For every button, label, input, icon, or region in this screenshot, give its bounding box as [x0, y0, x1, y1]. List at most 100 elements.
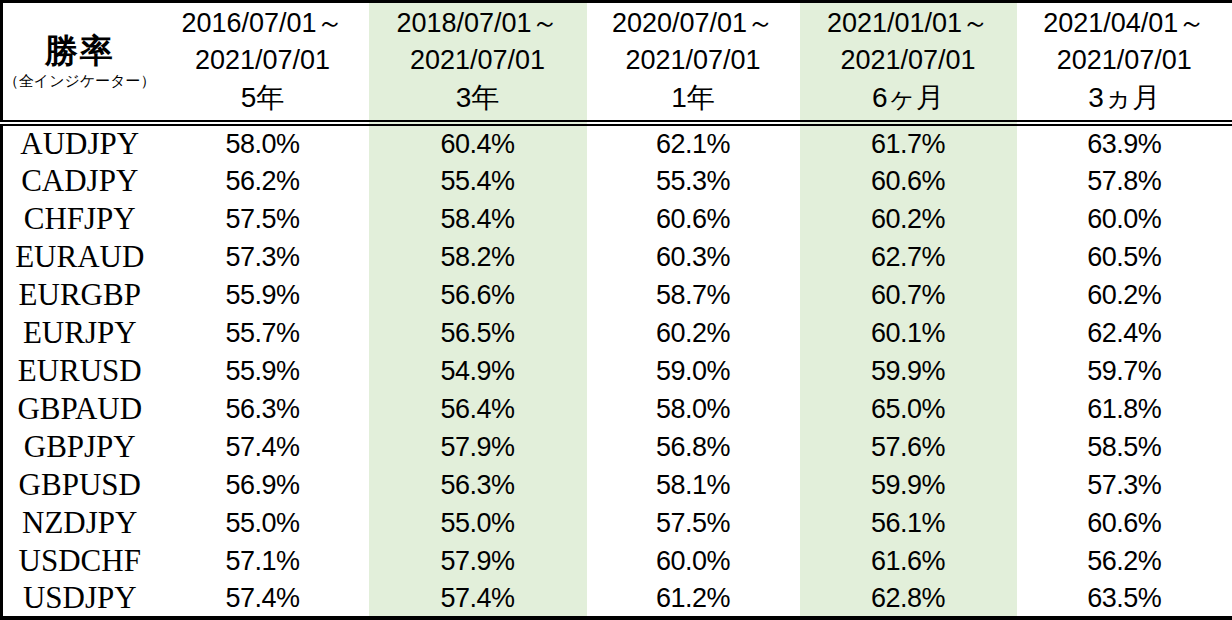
- column-header-1y: 2020/07/01～ 2021/07/01 1年: [587, 2, 800, 124]
- period-end: 2021/07/01: [1017, 42, 1232, 79]
- currency-pair-label: GBPJPY: [2, 428, 157, 466]
- win-rate-cell: 56.8%: [587, 428, 800, 466]
- win-rate-cell: 57.3%: [1017, 466, 1232, 504]
- win-rate-cell: 58.0%: [157, 123, 369, 162]
- currency-pair-label: NZDJPY: [2, 504, 157, 542]
- period-end: 2021/07/01: [369, 42, 587, 79]
- table-row: AUDJPY58.0%60.4%62.1%61.7%63.9%: [2, 123, 1232, 162]
- currency-pair-label: USDJPY: [2, 580, 157, 618]
- duration-label: 6ヶ月: [800, 79, 1017, 116]
- win-rate-cell: 62.1%: [587, 123, 800, 162]
- table-row: EURGBP55.9%56.6%58.7%60.7%60.2%: [2, 276, 1232, 314]
- win-rate-cell: 62.7%: [800, 238, 1017, 276]
- win-rate-cell: 58.1%: [587, 466, 800, 504]
- duration-label: 3ヵ月: [1017, 79, 1232, 116]
- table-subtitle: （全インジケーター）: [3, 71, 157, 91]
- currency-pair-label: CHFJPY: [2, 200, 157, 238]
- win-rate-cell: 61.8%: [1017, 390, 1232, 428]
- win-rate-table: 勝率 （全インジケーター） 2016/07/01～ 2021/07/01 5年 …: [0, 0, 1232, 620]
- win-rate-cell: 56.3%: [157, 390, 369, 428]
- win-rate-cell: 63.9%: [1017, 123, 1232, 162]
- duration-label: 3年: [369, 79, 587, 116]
- win-rate-cell: 60.2%: [587, 314, 800, 352]
- currency-pair-label: EURJPY: [2, 314, 157, 352]
- win-rate-cell: 56.6%: [369, 276, 587, 314]
- win-rate-cell: 55.0%: [157, 504, 369, 542]
- win-rate-cell: 55.9%: [157, 276, 369, 314]
- win-rate-cell: 57.4%: [157, 428, 369, 466]
- win-rate-cell: 55.0%: [369, 504, 587, 542]
- period-start: 2021/04/01～: [1017, 5, 1232, 42]
- win-rate-cell: 57.9%: [369, 428, 587, 466]
- column-header-3m: 2021/04/01～ 2021/07/01 3ヵ月: [1017, 2, 1232, 124]
- win-rate-cell: 60.2%: [1017, 276, 1232, 314]
- win-rate-cell: 65.0%: [800, 390, 1017, 428]
- win-rate-cell: 59.7%: [1017, 352, 1232, 390]
- column-header-5y: 2016/07/01～ 2021/07/01 5年: [157, 2, 369, 124]
- win-rate-cell: 57.3%: [157, 238, 369, 276]
- currency-pair-label: AUDJPY: [2, 123, 157, 162]
- win-rate-cell: 60.0%: [587, 542, 800, 580]
- win-rate-cell: 55.9%: [157, 352, 369, 390]
- table-body: AUDJPY58.0%60.4%62.1%61.7%63.9%CADJPY56.…: [2, 123, 1232, 618]
- win-rate-cell: 57.5%: [157, 200, 369, 238]
- win-rate-cell: 57.5%: [587, 504, 800, 542]
- win-rate-cell: 57.9%: [369, 542, 587, 580]
- win-rate-cell: 59.9%: [800, 352, 1017, 390]
- table-row: GBPJPY57.4%57.9%56.8%57.6%58.5%: [2, 428, 1232, 466]
- currency-pair-label: USDCHF: [2, 542, 157, 580]
- win-rate-cell: 57.4%: [157, 580, 369, 618]
- column-header-3y: 2018/07/01～ 2021/07/01 3年: [369, 2, 587, 124]
- win-rate-cell: 57.1%: [157, 542, 369, 580]
- win-rate-cell: 56.9%: [157, 466, 369, 504]
- win-rate-cell: 63.5%: [1017, 580, 1232, 618]
- win-rate-cell: 56.5%: [369, 314, 587, 352]
- win-rate-cell: 56.1%: [800, 504, 1017, 542]
- win-rate-cell: 60.5%: [1017, 238, 1232, 276]
- period-start: 2021/01/01～: [800, 5, 1017, 42]
- duration-label: 5年: [157, 79, 369, 116]
- win-rate-cell: 59.0%: [587, 352, 800, 390]
- win-rate-cell: 56.2%: [157, 162, 369, 200]
- win-rate-cell: 62.4%: [1017, 314, 1232, 352]
- win-rate-cell: 56.4%: [369, 390, 587, 428]
- win-rate-cell: 60.4%: [369, 123, 587, 162]
- win-rate-cell: 58.4%: [369, 200, 587, 238]
- table-row: GBPUSD56.9%56.3%58.1%59.9%57.3%: [2, 466, 1232, 504]
- win-rate-cell: 62.8%: [800, 580, 1017, 618]
- win-rate-cell: 59.9%: [800, 466, 1017, 504]
- win-rate-cell: 58.5%: [1017, 428, 1232, 466]
- win-rate-cell: 57.8%: [1017, 162, 1232, 200]
- currency-pair-label: EURUSD: [2, 352, 157, 390]
- win-rate-cell: 58.7%: [587, 276, 800, 314]
- win-rate-cell: 60.6%: [1017, 504, 1232, 542]
- win-rate-cell: 55.7%: [157, 314, 369, 352]
- win-rate-cell: 61.6%: [800, 542, 1017, 580]
- win-rate-cell: 55.3%: [587, 162, 800, 200]
- table-title-cell: 勝率 （全インジケーター）: [2, 2, 157, 124]
- win-rate-cell: 60.6%: [587, 200, 800, 238]
- header-row: 勝率 （全インジケーター） 2016/07/01～ 2021/07/01 5年 …: [2, 2, 1232, 124]
- period-end: 2021/07/01: [157, 42, 369, 79]
- win-rate-cell: 57.4%: [369, 580, 587, 618]
- period-end: 2021/07/01: [587, 42, 800, 79]
- win-rate-cell: 55.4%: [369, 162, 587, 200]
- win-rate-cell: 60.6%: [800, 162, 1017, 200]
- win-rate-cell: 60.0%: [1017, 200, 1232, 238]
- table-row: GBPAUD56.3%56.4%58.0%65.0%61.8%: [2, 390, 1232, 428]
- currency-pair-label: EURGBP: [2, 276, 157, 314]
- currency-pair-label: EURAUD: [2, 238, 157, 276]
- table-row: EURAUD57.3%58.2%60.3%62.7%60.5%: [2, 238, 1232, 276]
- column-header-6m: 2021/01/01～ 2021/07/01 6ヶ月: [800, 2, 1017, 124]
- win-rate-cell: 54.9%: [369, 352, 587, 390]
- table-row: USDCHF57.1%57.9%60.0%61.6%56.2%: [2, 542, 1232, 580]
- currency-pair-label: GBPUSD: [2, 466, 157, 504]
- win-rate-cell: 60.7%: [800, 276, 1017, 314]
- win-rate-cell: 60.3%: [587, 238, 800, 276]
- table-row: NZDJPY55.0%55.0%57.5%56.1%60.6%: [2, 504, 1232, 542]
- win-rate-cell: 58.0%: [587, 390, 800, 428]
- currency-pair-label: CADJPY: [2, 162, 157, 200]
- period-start: 2018/07/01～: [369, 5, 587, 42]
- win-rate-cell: 56.2%: [1017, 542, 1232, 580]
- table-title: 勝率: [3, 31, 157, 71]
